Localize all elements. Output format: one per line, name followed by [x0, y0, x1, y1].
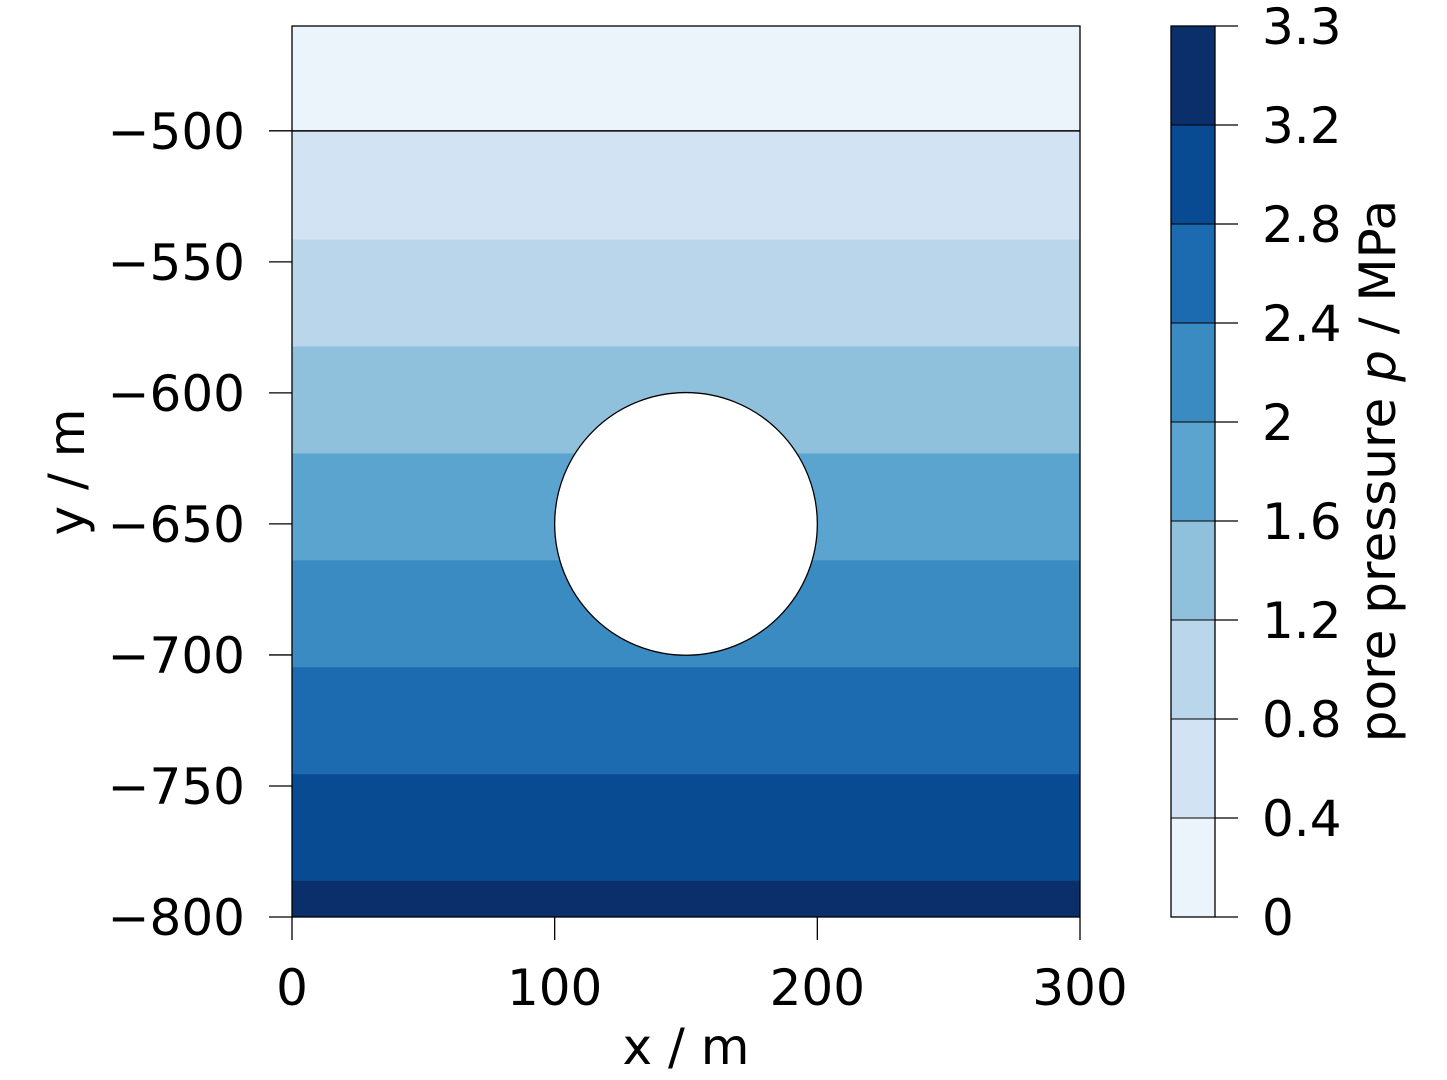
x-tick-label: 200: [770, 959, 865, 1017]
contour-band: [292, 667, 1080, 775]
colorbar-segment: [1170, 817, 1216, 918]
y-tick-label: −500: [108, 103, 245, 161]
x-axis-label: x / m: [623, 1018, 750, 1076]
y-tick-label: −750: [108, 758, 245, 816]
contour-band: [292, 130, 1080, 241]
plot-area: [291, 25, 1081, 918]
x-tick-label: 0: [276, 959, 308, 1017]
colorbar-segment: [1170, 25, 1216, 126]
colorbar-frame: [1170, 25, 1216, 918]
colorbar-tick-label: 2: [1262, 394, 1294, 452]
colorbar-segment: [1170, 223, 1216, 324]
y-tick-label: −550: [108, 234, 245, 292]
colorbar-segment: [1170, 520, 1216, 621]
colorbar-label-prefix: pore pressure: [1349, 382, 1407, 742]
contour-band: [292, 880, 1080, 918]
colorbar-segment: [1170, 718, 1216, 819]
colorbar-segment: [1170, 124, 1216, 225]
colorbar-tick-label: 0: [1262, 889, 1294, 947]
y-tick-label: −800: [108, 889, 245, 947]
colorbar-tick-label: 2.8: [1262, 196, 1342, 254]
y-tick-label: −700: [108, 627, 245, 685]
colorbar-tick-label: 0.8: [1262, 691, 1342, 749]
hole-circle: [554, 391, 818, 656]
y-axis-label: y / m: [38, 409, 96, 536]
x-axis: 0 100 200 300: [276, 917, 1128, 1017]
contour-band: [292, 774, 1080, 882]
colorbar-label: pore pressure p / MPa: [1349, 200, 1407, 742]
colorbar-label-var: p: [1349, 350, 1407, 383]
colorbar-tick-label: 0.4: [1262, 790, 1342, 848]
colorbar-tick-label: 1.2: [1262, 592, 1342, 650]
colorbar-tick-label: 1.6: [1262, 493, 1342, 551]
contour-band: [292, 239, 1080, 347]
colorbar: 0 0.4 0.8 1.2 1.6 2 2.4 2.8 3.2 3.3: [1170, 0, 1342, 947]
colorbar-segment: [1170, 619, 1216, 720]
y-tick-label: −650: [108, 496, 245, 554]
colorbar-segment: [1170, 322, 1216, 423]
colorbar-label-suffix: / MPa: [1349, 200, 1407, 350]
x-tick-label: 300: [1032, 959, 1127, 1017]
y-tick-label: −600: [108, 365, 245, 423]
colorbar-tick-label: 3.3: [1262, 0, 1342, 56]
contour-band: [292, 26, 1080, 132]
y-axis: −500 −550 −600 −650 −700 −750 −800: [108, 103, 292, 947]
x-tick-label: 100: [507, 959, 602, 1017]
colorbar-tick-label: 3.2: [1262, 97, 1342, 155]
colorbar-tick-label: 2.4: [1262, 295, 1342, 353]
colorbar-segment: [1170, 421, 1216, 522]
plot-frame: [291, 25, 1081, 918]
